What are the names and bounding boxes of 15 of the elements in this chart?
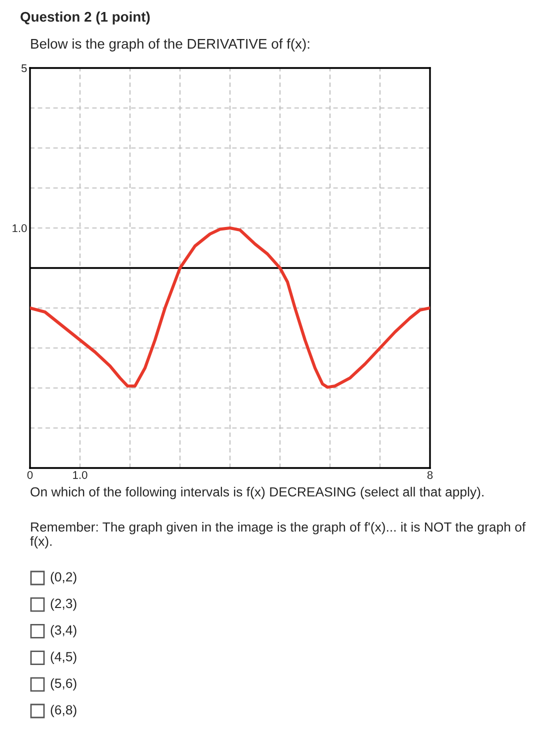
x-tick-label: 1.0 — [73, 471, 88, 479]
text: (3,4) — [50, 625, 76, 638]
text: (0,2) — [50, 572, 76, 584]
text: (4,5) — [50, 652, 76, 664]
chart-subtitle: Below is the graph of the DERIVATIVE of f(x): — [31, 38, 310, 52]
text: (6,8) — [50, 704, 76, 718]
x-tick-label: 0 — [27, 471, 33, 479]
chart-title: Question 2 (1 point) — [20, 12, 150, 24]
line-series — [30, 226, 430, 389]
text: (2,3) — [50, 598, 76, 611]
text: On which of the following intervals is f(x) DECREASING (select all that apply). — [30, 486, 484, 500]
text: (5,6) — [50, 678, 76, 691]
text: Remember: The graph given in the image is the graph of f'(x)... it is NOT the graph of f(x). — [30, 522, 526, 549]
x-tick-label: 8 — [427, 471, 433, 479]
y-tick-label: 5 — [21, 64, 27, 72]
